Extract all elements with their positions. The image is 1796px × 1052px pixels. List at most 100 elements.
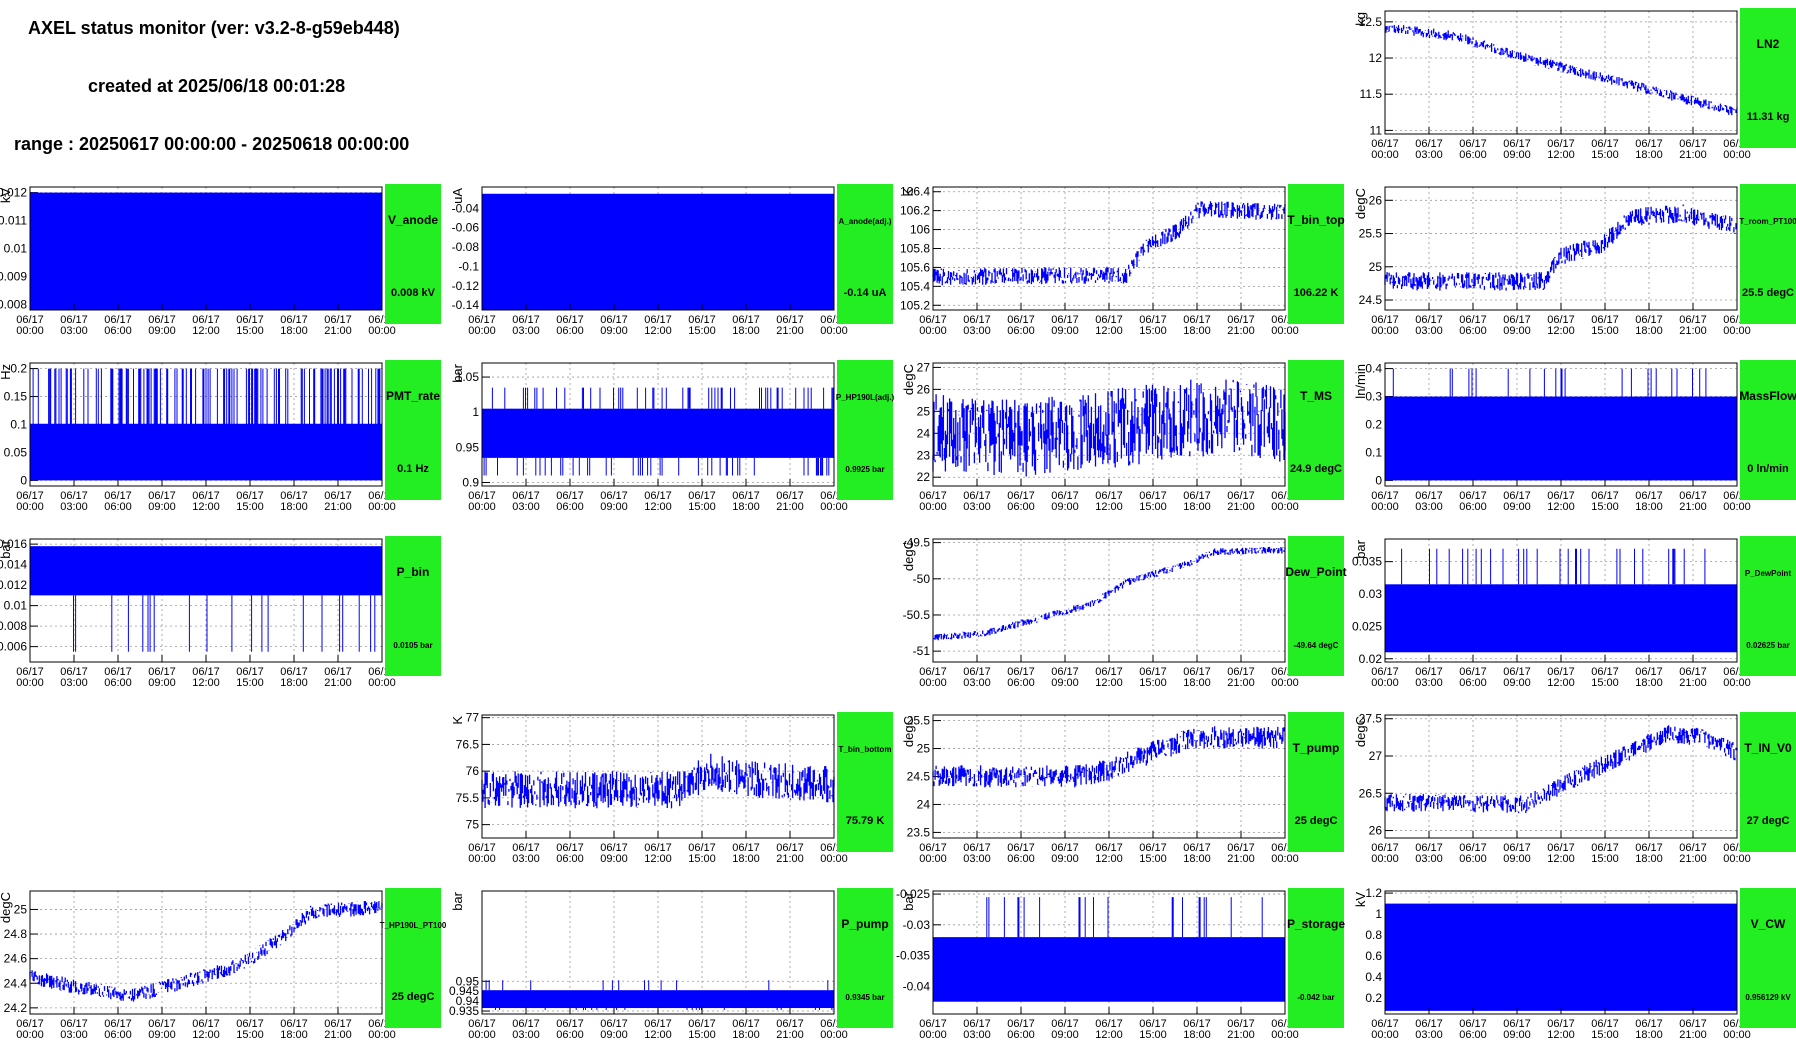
x-tick-date: 06/17 — [512, 842, 540, 854]
x-tick-time: 06:00 — [1007, 1029, 1035, 1041]
chart-t-pump: 23.52424.52525.506/1700:0006/1703:0006/1… — [901, 712, 1344, 865]
series-pmt-rate — [30, 368, 382, 481]
x-tick-date: 06/17 — [1503, 314, 1531, 326]
x-tick-date: 06/17 — [919, 490, 947, 502]
y-tick-label: -0.1 — [458, 259, 479, 273]
status-box — [385, 360, 441, 500]
x-tick-time: 09:00 — [600, 501, 628, 513]
x-tick-date: 06/17 — [16, 314, 44, 326]
x-tick-date: 06/17 — [192, 666, 220, 678]
x-tick-date: 06/17 — [688, 314, 716, 326]
y-tick-label: 0.4 — [1365, 970, 1382, 984]
y-tick-label: 11.5 — [1360, 87, 1383, 101]
series-fill — [30, 546, 382, 596]
x-tick-time: 21:00 — [324, 501, 352, 513]
x-tick-time: 12:00 — [644, 853, 672, 865]
x-tick-date: 06/17 — [776, 842, 804, 854]
x-tick-date: 06/17 — [776, 490, 804, 502]
x-tick-time: 03:00 — [60, 677, 88, 689]
y-tick-label: 0.94 — [456, 994, 480, 1008]
x-tick-date: 06/17 — [1183, 1018, 1211, 1030]
status-box — [1740, 712, 1796, 852]
x-tick-date: 06/17 — [1095, 490, 1123, 502]
x-tick-time: 09:00 — [1503, 1029, 1531, 1041]
x-tick-time: 15:00 — [236, 677, 264, 689]
x-tick-time: 15:00 — [1139, 501, 1167, 513]
status-box — [1740, 184, 1796, 324]
x-tick-date: 06/17 — [1635, 490, 1663, 502]
time-range: range : 20250617 00:00:00 - 20250618 00:… — [14, 134, 410, 154]
x-tick-date: 06/17 — [1415, 314, 1443, 326]
y-tick-label: -49.5 — [903, 536, 931, 550]
x-tick-date: 06/17 — [600, 1018, 628, 1030]
x-tick-date: 06/17 — [963, 490, 991, 502]
status-value: -0.14 uA — [844, 287, 887, 299]
x-tick-date: 06/17 — [468, 1018, 496, 1030]
status-name: T_bin_top — [1287, 213, 1344, 227]
x-tick-date: 06/17 — [688, 1018, 716, 1030]
y-tick-label: 25.5 — [1359, 227, 1383, 241]
chart-a-anode-adj: -0.14-0.12-0.1-0.08-0.06-0.0406/1700:000… — [450, 184, 893, 337]
status-box — [1288, 536, 1344, 676]
y-tick-label: 105.2 — [900, 298, 930, 312]
x-tick-time: 21:00 — [776, 501, 804, 513]
x-tick-time: 21:00 — [1679, 149, 1707, 161]
x-tick-date: 06/17 — [600, 314, 628, 326]
x-tick-date: 06/17 — [919, 666, 947, 678]
x-tick-time: 06:00 — [1459, 501, 1487, 513]
x-tick-date: 06/17 — [236, 1018, 264, 1030]
x-tick-date: 06/17 — [688, 490, 716, 502]
x-tick-date: 06/17 — [280, 490, 308, 502]
x-tick-date: 06/17 — [236, 490, 264, 502]
x-tick-date: 06/17 — [148, 1018, 176, 1030]
y-tick-label: 0.8 — [1365, 928, 1382, 942]
y-axis-label: degC — [0, 892, 13, 923]
chart-massflow: 00.10.20.30.406/1700:0006/1703:0006/1706… — [1353, 360, 1796, 513]
x-tick-date: 06/17 — [919, 314, 947, 326]
x-tick-time: 09:00 — [1051, 853, 1079, 865]
y-tick-label: 25.5 — [907, 714, 931, 728]
y-tick-label: 25 — [917, 404, 931, 418]
x-tick-time: 12:00 — [1547, 501, 1575, 513]
x-tick-time: 00:00 — [468, 325, 496, 337]
series-p-dewpoint — [1385, 548, 1737, 653]
x-tick-time: 00:00 — [1271, 853, 1299, 865]
x-tick-time: 12:00 — [1547, 1029, 1575, 1041]
x-tick-time: 03:00 — [963, 853, 991, 865]
series-fill — [933, 937, 1285, 1002]
x-tick-time: 00:00 — [1271, 1029, 1299, 1041]
x-tick-time: 00:00 — [1371, 501, 1399, 513]
y-tick-label: -0.08 — [452, 240, 480, 254]
y-tick-label: 24.2 — [4, 1001, 28, 1015]
y-tick-label: 0 — [20, 473, 27, 487]
x-tick-date: 06/17 — [1679, 490, 1707, 502]
x-tick-time: 12:00 — [1095, 677, 1123, 689]
x-tick-time: 00:00 — [16, 1029, 44, 1041]
x-tick-time: 06:00 — [1459, 1029, 1487, 1041]
x-tick-time: 15:00 — [1139, 325, 1167, 337]
x-tick-date: 06/17 — [60, 666, 88, 678]
x-tick-date: 06/17 — [1007, 1018, 1035, 1030]
series-spikes — [1401, 548, 1706, 585]
x-tick-date: 06/17 — [1547, 314, 1575, 326]
x-tick-date: 06/17 — [732, 314, 760, 326]
series-fill — [482, 193, 834, 310]
x-tick-date: 06/17 — [963, 666, 991, 678]
x-tick-date: 06/17 — [1415, 1018, 1443, 1030]
y-tick-label: 105.8 — [900, 242, 930, 256]
x-tick-time: 15:00 — [1139, 677, 1167, 689]
chart-t-room-pt100: 24.52525.52606/1700:0006/1703:0006/1706:… — [1353, 184, 1796, 337]
status-name: V_CW — [1751, 917, 1786, 931]
y-tick-label: 105.4 — [900, 279, 930, 293]
y-tick-label: 26 — [1369, 193, 1383, 207]
x-tick-date: 06/17 — [1183, 490, 1211, 502]
x-tick-time: 03:00 — [1415, 853, 1443, 865]
y-tick-label: 0.95 — [456, 974, 480, 988]
status-value: 24.9 degC — [1290, 463, 1342, 475]
x-tick-time: 03:00 — [1415, 1029, 1443, 1041]
y-axis-label: degC — [901, 364, 916, 395]
status-box — [1740, 360, 1796, 500]
x-tick-time: 15:00 — [688, 1029, 716, 1041]
status-value: 0.9345 bar — [845, 993, 884, 1002]
x-tick-date: 06/17 — [1679, 842, 1707, 854]
